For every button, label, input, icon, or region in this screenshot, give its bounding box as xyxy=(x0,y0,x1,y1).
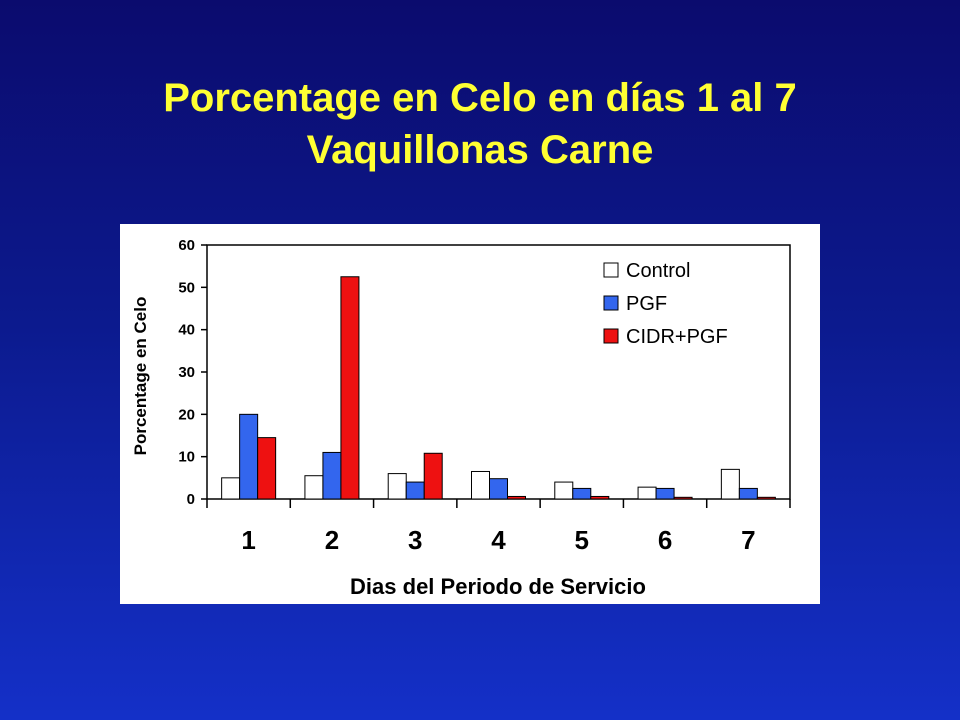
y-tick-label: 60 xyxy=(178,237,195,254)
title-line-2: Vaquillonas Carne xyxy=(306,128,654,172)
legend-swatch xyxy=(603,328,619,344)
bar-cidr-pgf xyxy=(423,452,443,500)
bar-pgf xyxy=(322,451,342,500)
y-tick-label: 20 xyxy=(178,406,195,423)
slide-title: Porcentage en Celo en días 1 al 7 Vaquil… xyxy=(0,72,960,176)
bar-control xyxy=(387,473,407,500)
legend-swatch xyxy=(603,295,619,311)
bar-control xyxy=(304,475,324,500)
x-tick-label: 5 xyxy=(575,525,589,555)
y-tick-label: 10 xyxy=(178,449,195,466)
x-tick-label: 1 xyxy=(241,525,255,555)
legend-swatch xyxy=(603,262,619,278)
legend-label: CIDR+PGF xyxy=(626,326,728,348)
y-tick-label: 30 xyxy=(178,364,195,381)
legend-label: Control xyxy=(626,260,690,282)
bar-control xyxy=(554,481,574,500)
plot-frame xyxy=(206,244,791,500)
bar-cidr-pgf xyxy=(673,496,693,500)
bar-cidr-pgf xyxy=(340,276,360,500)
bar-chart: 0 10 20 30 40 50 60 1 2 3 4 5 6 7 Control PGF CIDR+PGF P… xyxy=(131,237,791,599)
bar-control xyxy=(720,468,740,500)
bar-pgf xyxy=(239,413,259,500)
bar-cidr-pgf xyxy=(756,496,776,500)
bar-pgf xyxy=(738,487,758,500)
bar-pgf xyxy=(489,478,508,500)
bar-cidr-pgf xyxy=(257,437,277,500)
legend-label: PGF xyxy=(626,293,667,315)
x-tick-label: 2 xyxy=(325,525,339,555)
bar-pgf xyxy=(655,487,675,500)
bar-cidr-pgf xyxy=(590,495,610,500)
x-tick-label: 3 xyxy=(408,525,422,555)
chart-panel: 0 10 20 30 40 50 60 1 2 3 4 5 6 7 Control PGF CIDR+PGF P… xyxy=(120,224,820,604)
y-axis-title: Porcentage en Celo xyxy=(131,297,150,456)
x-tick-label: 6 xyxy=(658,525,672,555)
x-tick-label: 4 xyxy=(491,525,506,555)
y-tick-label: 0 xyxy=(187,491,195,508)
x-axis-title: Dias del Periodo de Servicio xyxy=(350,574,646,599)
bar-control xyxy=(637,486,657,500)
bar-pgf xyxy=(405,481,425,500)
y-tick-label: 40 xyxy=(178,322,195,339)
bar-pgf xyxy=(572,487,592,500)
x-tick-label: 7 xyxy=(741,525,755,555)
title-line-1: Porcentage en Celo en días 1 al 7 xyxy=(163,76,797,120)
bar-control xyxy=(471,470,490,500)
bar-control xyxy=(221,477,241,500)
plot-area: 0 10 20 30 40 50 60 1 2 3 4 5 6 7 Control PGF CIDR+PGF xyxy=(178,237,791,555)
bar-cidr-pgf xyxy=(507,495,526,500)
y-tick-label: 50 xyxy=(178,279,195,296)
